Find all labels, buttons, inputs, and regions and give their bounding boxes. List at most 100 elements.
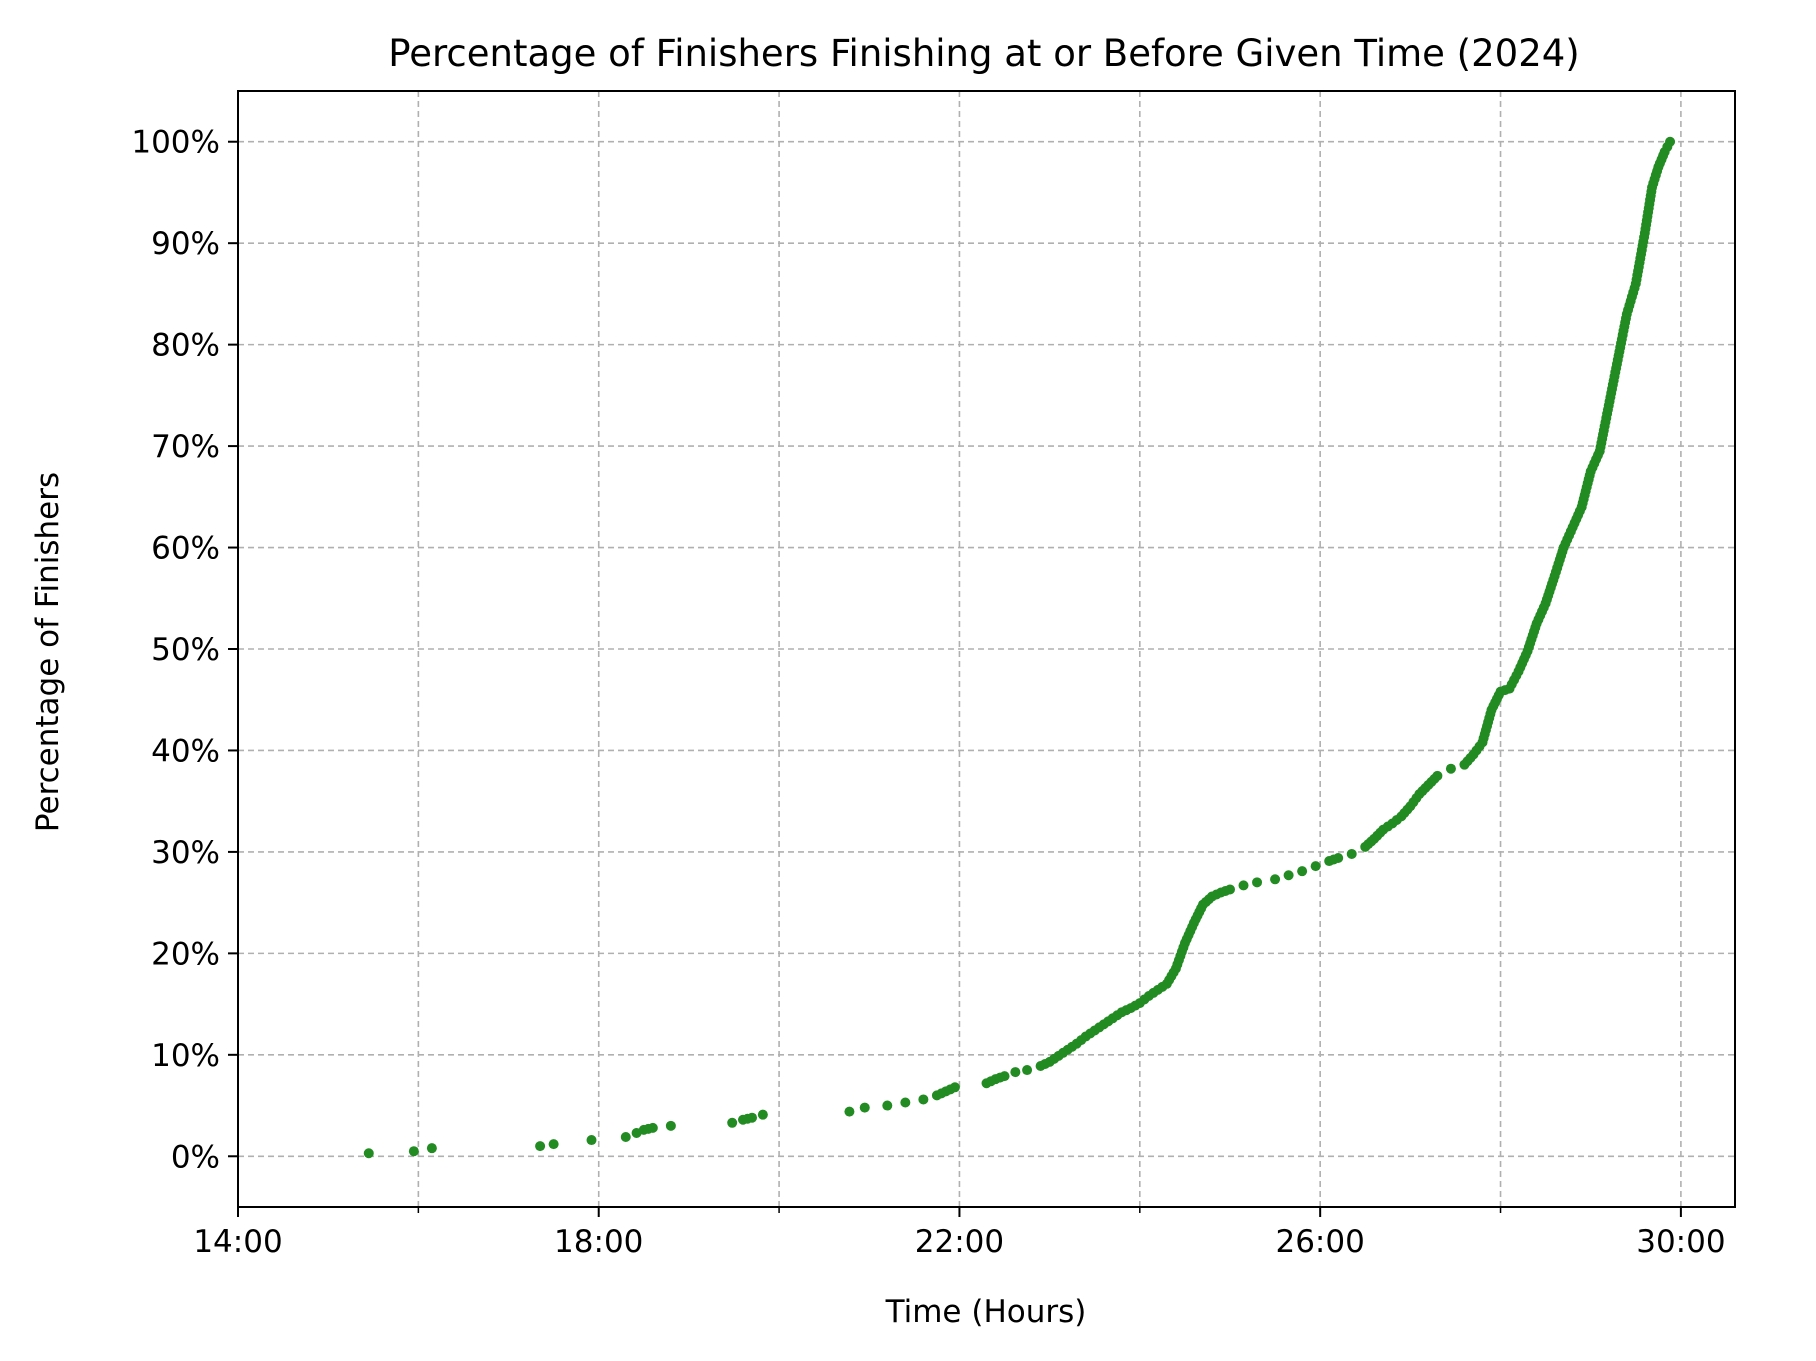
data-point — [986, 1076, 997, 1087]
x-axis-label: Time (Hours) — [885, 1294, 1087, 1330]
data-point — [1620, 313, 1631, 324]
data-point — [548, 1139, 559, 1150]
data-point — [1085, 1028, 1096, 1039]
data-point — [1103, 1016, 1114, 1027]
data-points — [363, 136, 1676, 1159]
data-point — [408, 1146, 419, 1157]
data-point — [1584, 470, 1595, 481]
data-point — [1662, 141, 1673, 152]
data-point — [1391, 814, 1402, 825]
data-point — [1297, 866, 1308, 877]
data-point — [1538, 602, 1549, 613]
data-point — [859, 1102, 870, 1113]
x-axis: 14:00 18:00 22:00 26:00 30:00 — [193, 1207, 1726, 1260]
data-point — [1530, 622, 1541, 633]
data-point — [1639, 232, 1650, 243]
data-point — [1187, 921, 1198, 932]
data-point — [363, 1148, 374, 1159]
y-axis: 0% 10% 20% 30% 40% 50% 60% 70% 80% 90% 100% — [131, 125, 238, 1175]
data-point — [844, 1106, 855, 1117]
x-tick-label: 26:00 — [1275, 1224, 1364, 1260]
data-point — [1310, 861, 1321, 872]
data-point — [742, 1113, 753, 1124]
data-point — [1465, 752, 1476, 763]
y-tick-label: 20% — [151, 936, 220, 972]
data-point — [1611, 359, 1622, 370]
data-point — [1157, 981, 1168, 992]
x-tick-label: 22:00 — [915, 1224, 1004, 1260]
data-point — [1203, 894, 1214, 905]
data-point — [1402, 804, 1413, 815]
data-point — [1411, 793, 1422, 804]
y-tick-label: 40% — [151, 733, 220, 769]
data-point — [1420, 782, 1431, 793]
data-point — [1022, 1065, 1033, 1076]
data-point — [727, 1117, 738, 1128]
data-point — [1652, 166, 1663, 177]
data-point — [1485, 708, 1496, 719]
y-tick-label: 50% — [151, 632, 220, 668]
data-point — [1067, 1041, 1078, 1052]
data-point — [945, 1084, 956, 1095]
chart-title: Percentage of Finishers Finishing at or … — [388, 32, 1579, 75]
data-point — [757, 1109, 768, 1120]
data-point — [995, 1072, 1006, 1083]
data-point — [1076, 1035, 1087, 1046]
y-tick-label: 30% — [151, 835, 220, 871]
y-tick-label: 90% — [151, 226, 220, 262]
data-point — [665, 1120, 676, 1131]
data-point — [1049, 1053, 1060, 1064]
data-point — [1130, 1000, 1141, 1011]
data-point — [643, 1123, 654, 1134]
data-point — [426, 1143, 437, 1154]
data-point — [1629, 283, 1640, 294]
y-tick-label: 80% — [151, 328, 220, 364]
data-point — [1574, 506, 1585, 517]
data-point — [535, 1141, 546, 1152]
data-point — [1094, 1022, 1105, 1033]
data-point — [1592, 450, 1603, 461]
data-point — [586, 1135, 597, 1146]
data-point — [882, 1100, 893, 1111]
y-tick-label: 100% — [131, 125, 220, 161]
data-point — [1220, 885, 1231, 896]
data-point — [1520, 650, 1531, 661]
data-point — [1040, 1058, 1051, 1069]
data-point — [1346, 848, 1357, 859]
data-point — [1252, 877, 1263, 888]
data-point — [900, 1097, 911, 1108]
y-axis-label: Percentage of Finishers — [30, 472, 66, 832]
data-point — [1058, 1047, 1069, 1058]
y-tick-label: 0% — [171, 1139, 220, 1175]
data-point — [1283, 870, 1294, 881]
data-point — [1557, 546, 1568, 557]
data-point — [1445, 763, 1456, 774]
x-tick-label: 18:00 — [554, 1224, 643, 1260]
data-point — [1168, 967, 1179, 978]
y-tick-label: 70% — [151, 429, 220, 465]
data-point — [1178, 942, 1189, 953]
data-point — [620, 1131, 631, 1142]
data-point — [1500, 685, 1511, 696]
data-point — [1010, 1067, 1021, 1078]
data-point — [1148, 987, 1159, 998]
x-tick-label: 14:00 — [193, 1224, 282, 1260]
data-point — [918, 1094, 929, 1105]
data-point — [936, 1088, 947, 1099]
data-point — [1565, 526, 1576, 537]
y-tick-label: 10% — [151, 1038, 220, 1074]
data-point — [1375, 827, 1386, 838]
data-point — [1139, 994, 1150, 1005]
data-point — [1602, 404, 1613, 415]
data-point — [1646, 186, 1657, 197]
data-point — [1121, 1005, 1132, 1016]
data-point — [1112, 1010, 1123, 1021]
data-point — [1511, 670, 1522, 681]
data-point — [1211, 889, 1222, 900]
x-tick-label: 30:00 — [1636, 1224, 1725, 1260]
gridlines — [237, 91, 1735, 1207]
y-tick-label: 60% — [151, 531, 220, 567]
data-point — [1548, 574, 1559, 585]
